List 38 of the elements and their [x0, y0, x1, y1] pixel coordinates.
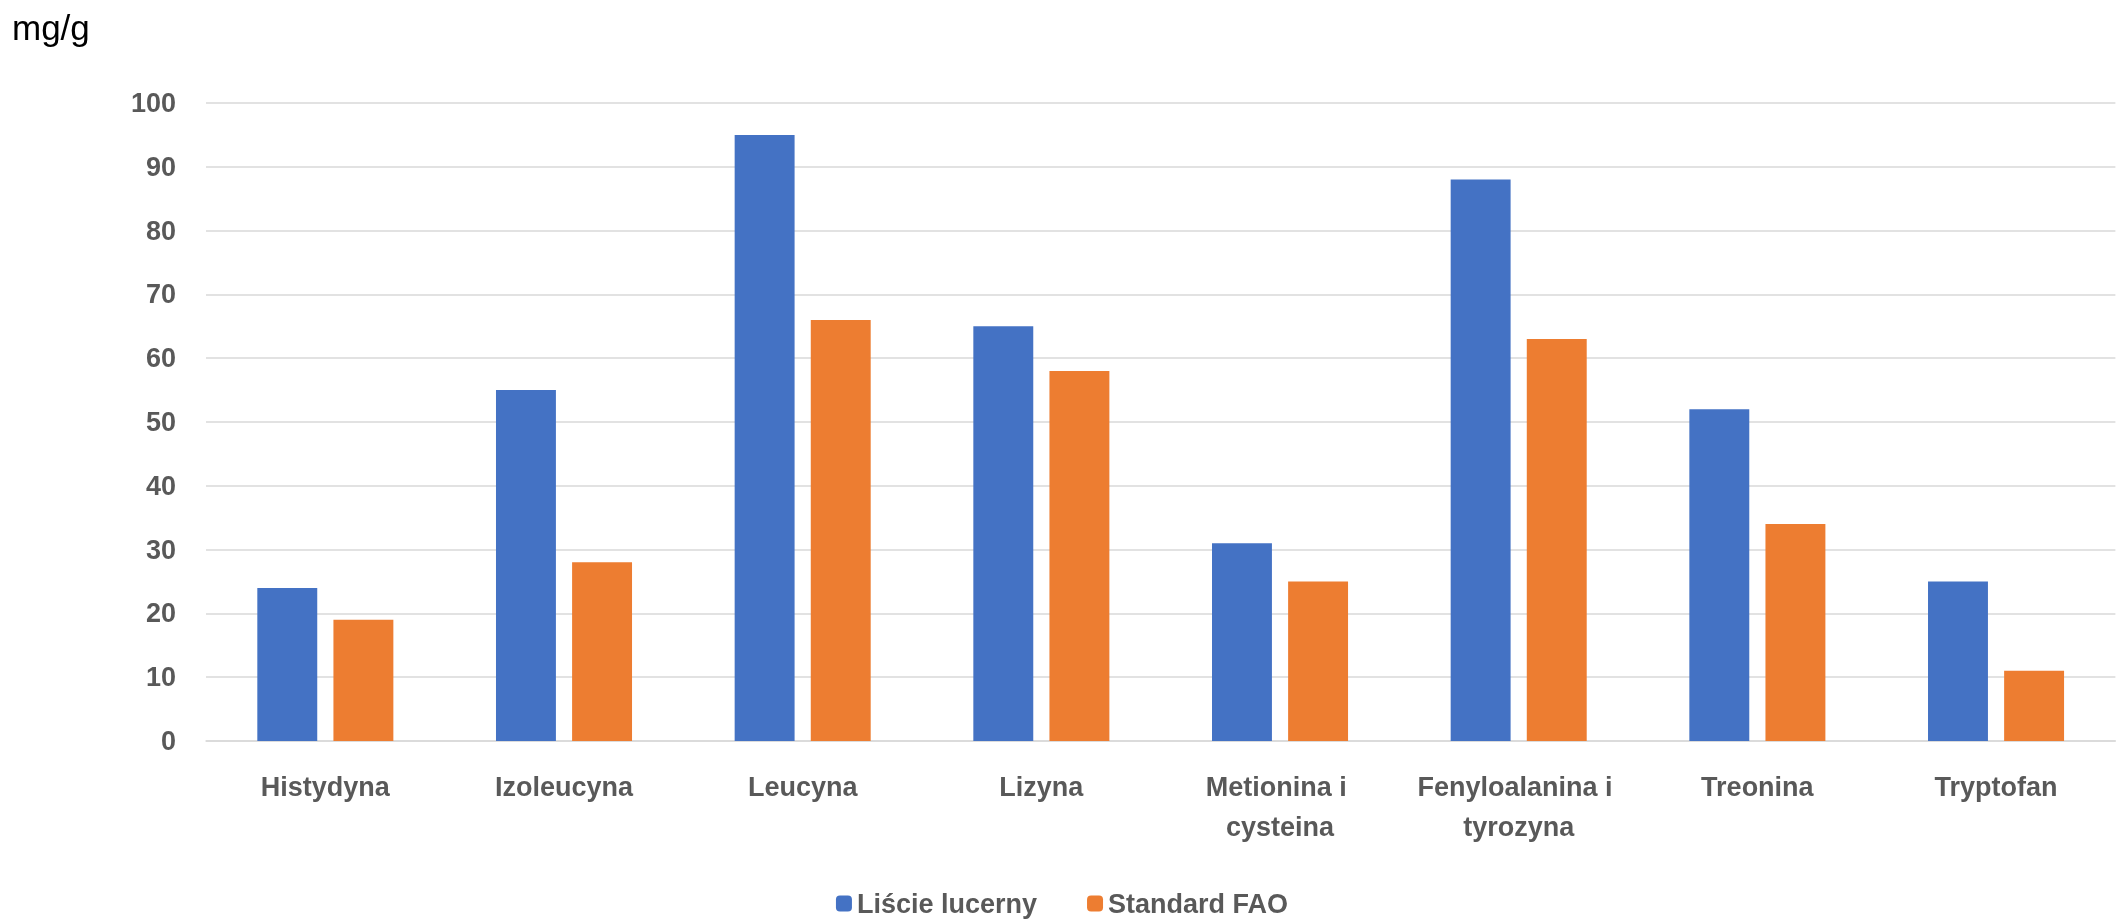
bar — [1049, 370, 1110, 741]
y-tick-label: 90 — [145, 151, 176, 182]
bar — [572, 562, 633, 741]
bar — [1450, 179, 1511, 741]
bar — [973, 326, 1034, 741]
y-tick-label: 30 — [145, 534, 176, 565]
x-tick-label: Izoleucyna — [494, 772, 635, 802]
y-axis-title: mg/g — [12, 8, 90, 47]
bar — [1689, 409, 1750, 741]
y-tick-label: 70 — [145, 279, 176, 310]
y-tick-label: 100 — [130, 88, 176, 118]
bar — [1288, 581, 1349, 741]
x-tick-label: Fenyloalanina i tyrozyna — [1417, 772, 1620, 842]
bar — [2004, 670, 2065, 741]
bar — [1526, 339, 1587, 741]
legend-label: Standard FAO — [1108, 888, 1289, 919]
x-tick-label: Treonina — [1701, 772, 1815, 802]
y-tick-label: 80 — [145, 215, 176, 246]
bar — [1212, 543, 1272, 741]
bar — [333, 619, 394, 741]
bar — [810, 319, 871, 741]
bar — [257, 587, 318, 741]
x-tick-label: Tryptofan — [1934, 772, 2058, 802]
x-tick-label: Histydyna — [260, 772, 391, 802]
y-tick-label: 0 — [160, 726, 176, 756]
y-tick-label: 10 — [145, 662, 176, 693]
legend-label: Liście lucerny — [856, 888, 1038, 919]
x-tick-label: Lizyna — [999, 772, 1085, 802]
y-tick-label: 50 — [145, 407, 176, 437]
x-tick-label: Leucyna — [747, 772, 859, 802]
y-tick-label: 40 — [145, 470, 176, 501]
bar — [734, 134, 795, 741]
bar — [1928, 581, 1988, 741]
y-tick-label: 20 — [145, 598, 176, 629]
bar — [1765, 524, 1826, 741]
y-tick-label: 60 — [145, 343, 176, 374]
bar — [495, 390, 556, 741]
x-tick-label: Metionina i cysteina — [1205, 772, 1355, 842]
